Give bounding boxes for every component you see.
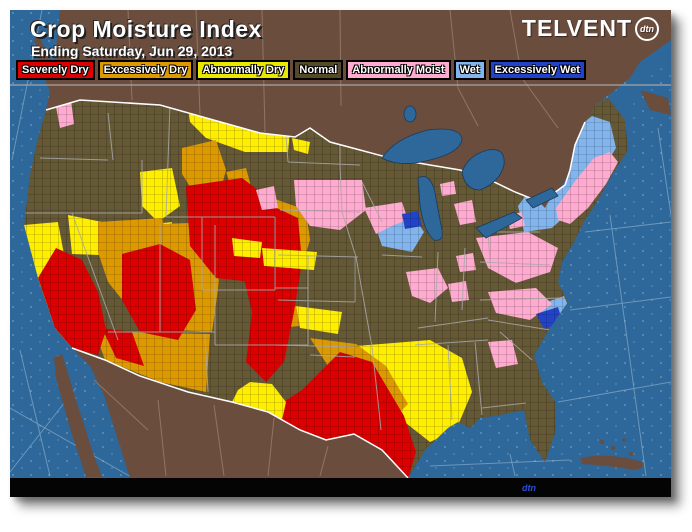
bottom-bar	[10, 478, 671, 497]
map-card: dtn Crop Moisture Index Ending Saturday,…	[10, 10, 671, 497]
bahamas-island	[628, 451, 634, 457]
bahamas-island	[599, 439, 605, 445]
great-lakes	[381, 105, 559, 241]
lake-erie	[475, 211, 523, 239]
bahamas-island	[622, 438, 626, 442]
lake-superior	[381, 128, 463, 164]
cuba	[580, 455, 644, 470]
lake-huron	[461, 149, 505, 191]
mexico	[54, 348, 644, 478]
us-canada-border	[45, 99, 586, 199]
dtn-watermark: dtn	[522, 483, 536, 493]
baja-california	[54, 354, 102, 477]
country-borders	[45, 99, 586, 479]
lake-nipigon	[403, 105, 417, 123]
state-borders	[24, 104, 563, 431]
us-mexico-border	[71, 347, 409, 479]
mexico-state-borders	[93, 379, 329, 477]
lake-michigan	[417, 175, 443, 241]
bahamas-island	[610, 445, 616, 451]
crop-moisture-map: dtn	[10, 10, 671, 497]
nova-scotia	[640, 90, 671, 115]
lake-ontario	[525, 187, 559, 209]
